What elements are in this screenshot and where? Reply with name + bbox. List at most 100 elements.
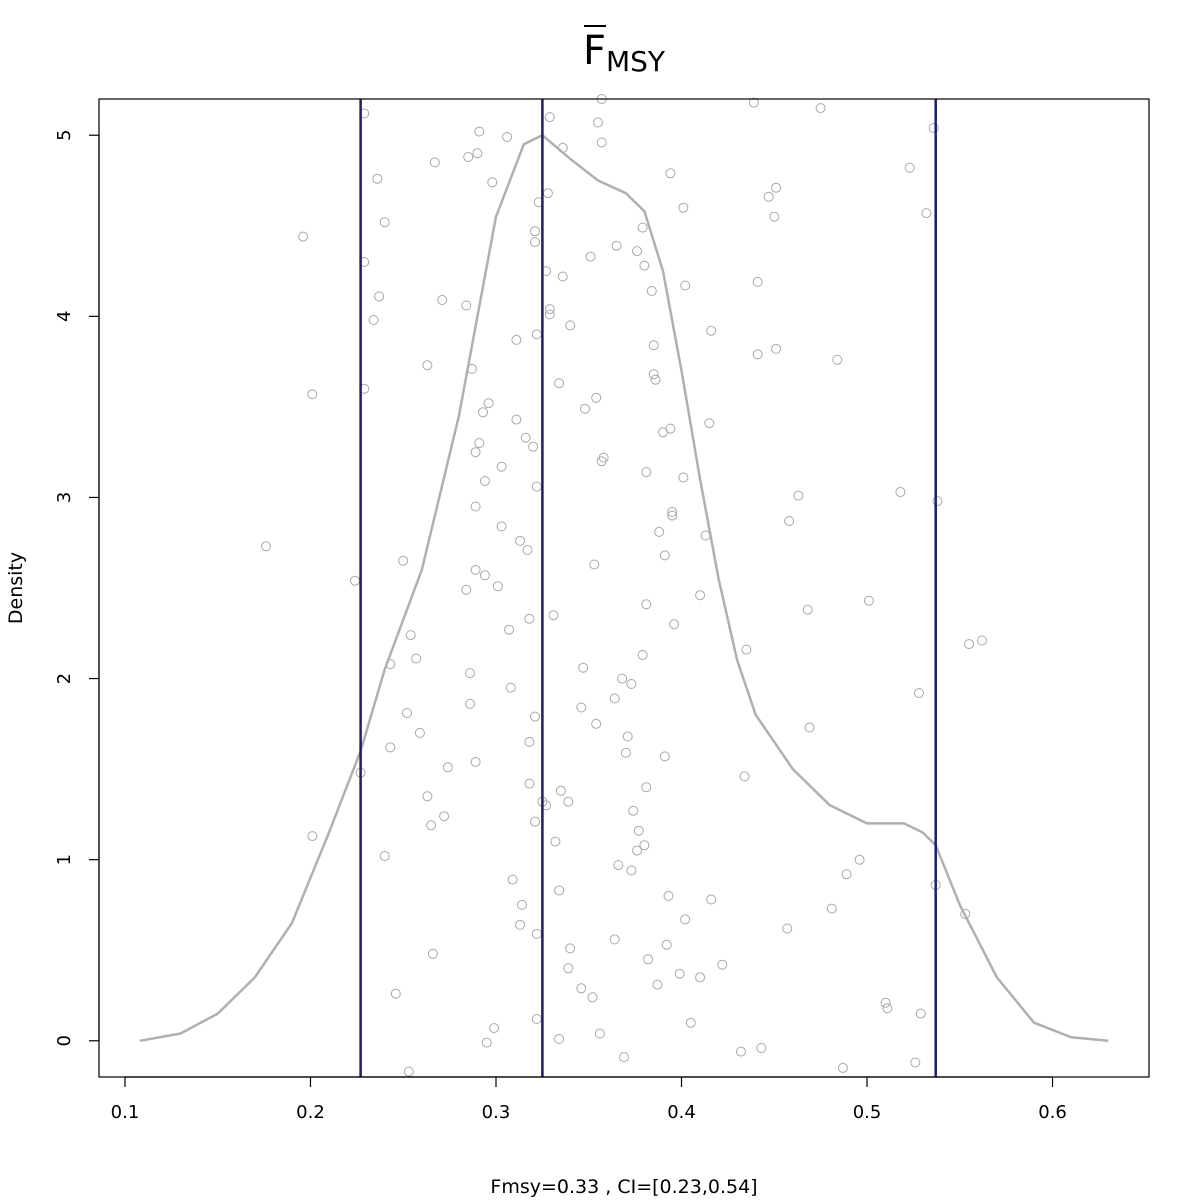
scatter-point bbox=[695, 972, 706, 983]
scatter-point bbox=[437, 295, 448, 305]
scatter-point bbox=[659, 751, 670, 762]
y-tick-label: 3 bbox=[54, 492, 75, 503]
scatter-point bbox=[481, 1037, 492, 1048]
scatter-point bbox=[489, 1023, 500, 1034]
scatter-point bbox=[470, 447, 481, 458]
scatter-point bbox=[520, 432, 531, 443]
scatter-point bbox=[515, 535, 526, 546]
scatter-point bbox=[626, 679, 637, 689]
plot-area bbox=[139, 94, 1109, 1077]
scatter-point bbox=[522, 545, 533, 555]
scatter-point bbox=[617, 673, 628, 684]
scatter-point bbox=[411, 653, 422, 664]
scatter-point bbox=[611, 240, 622, 251]
scatter-point bbox=[307, 389, 318, 400]
scatter-point bbox=[544, 309, 555, 320]
scatter-point bbox=[706, 894, 717, 905]
scatter-point bbox=[667, 506, 678, 517]
scatter-point bbox=[530, 226, 540, 237]
scatter-point bbox=[507, 874, 518, 885]
y-tick-label: 2 bbox=[54, 673, 75, 684]
scatter-point bbox=[492, 581, 503, 592]
plot-frame bbox=[98, 98, 1150, 1078]
scatter-point bbox=[563, 963, 574, 974]
scatter-point bbox=[427, 948, 438, 959]
scatter-point bbox=[628, 805, 639, 816]
scatter-point bbox=[921, 208, 932, 219]
scatter-point bbox=[496, 461, 507, 472]
scatter-point bbox=[591, 718, 602, 729]
scatter-point bbox=[841, 869, 852, 880]
scatter-point bbox=[465, 668, 475, 679]
scatter-point bbox=[505, 682, 516, 693]
scatter-point bbox=[815, 103, 826, 114]
scatter-point bbox=[613, 860, 624, 871]
scatter-point bbox=[832, 354, 843, 365]
scatter-point bbox=[307, 831, 318, 842]
y-tick-label: 1 bbox=[54, 854, 75, 865]
scatter-point bbox=[587, 992, 598, 1003]
scatter-point bbox=[609, 693, 620, 704]
scatter-point bbox=[530, 816, 540, 827]
scatter-point bbox=[531, 481, 542, 492]
scatter-point bbox=[530, 711, 540, 722]
scatter-point bbox=[802, 604, 813, 615]
scatter-point bbox=[593, 117, 603, 128]
scatter-point bbox=[771, 182, 782, 193]
scatter-point bbox=[763, 191, 774, 202]
scatter-point bbox=[669, 619, 680, 630]
scatter-point bbox=[531, 928, 542, 939]
scatter-point bbox=[665, 423, 676, 434]
scatter-point bbox=[524, 736, 535, 747]
scatter-point bbox=[643, 954, 654, 965]
scatter-point bbox=[756, 1043, 767, 1053]
scatter-point bbox=[928, 123, 939, 133]
scatter-point bbox=[680, 280, 691, 291]
scatter-point bbox=[735, 1046, 746, 1057]
scatter-point bbox=[910, 1057, 921, 1068]
scatter-point bbox=[626, 865, 637, 876]
scatter-point bbox=[784, 516, 795, 526]
scatter-point bbox=[398, 555, 409, 566]
x-tick-label: 0.1 bbox=[111, 1102, 140, 1123]
scatter-point bbox=[524, 613, 535, 624]
scatter-point bbox=[470, 756, 481, 767]
scatter-point bbox=[793, 490, 804, 501]
y-tick-label: 0 bbox=[54, 1035, 75, 1046]
scatter-point bbox=[964, 639, 975, 650]
density-curve bbox=[139, 133, 1109, 1043]
scatter-point bbox=[442, 762, 453, 773]
scatter-point bbox=[585, 251, 596, 262]
scatter-point bbox=[368, 315, 379, 325]
scatter-point bbox=[769, 211, 780, 222]
scatter-point bbox=[474, 126, 485, 137]
scatter-point bbox=[474, 438, 485, 449]
scatter-point bbox=[511, 334, 522, 345]
scatter-point bbox=[350, 575, 360, 586]
scatter-point bbox=[578, 662, 589, 673]
scatter-point bbox=[633, 825, 644, 836]
scatter-point bbox=[854, 854, 865, 865]
scatter-point bbox=[403, 1066, 414, 1077]
scatter-point bbox=[639, 840, 650, 851]
scatter-point bbox=[544, 304, 555, 315]
scatter-point bbox=[548, 610, 559, 621]
scatter-point bbox=[596, 137, 607, 148]
x-axis: 0.1 0.2 0.3 0.4 0.5 0.6 bbox=[111, 1076, 1067, 1123]
chart-title: F MSY bbox=[583, 25, 666, 78]
scatter-point bbox=[609, 934, 620, 945]
scatter-point bbox=[374, 291, 385, 302]
chart-title-base: F bbox=[583, 28, 606, 74]
x-tick-label: 0.2 bbox=[296, 1102, 325, 1123]
scatter-point bbox=[372, 173, 383, 184]
scatter-point bbox=[752, 276, 763, 287]
scatter-point bbox=[422, 791, 433, 802]
scatter-point bbox=[804, 722, 815, 733]
scatter-point bbox=[895, 487, 906, 497]
scatter-point bbox=[641, 782, 652, 793]
scatter-point bbox=[414, 727, 425, 738]
scatter-point bbox=[741, 644, 752, 655]
x-tick-label: 0.3 bbox=[482, 1102, 511, 1123]
scatter-point bbox=[648, 369, 659, 380]
scatter-point bbox=[667, 510, 678, 521]
